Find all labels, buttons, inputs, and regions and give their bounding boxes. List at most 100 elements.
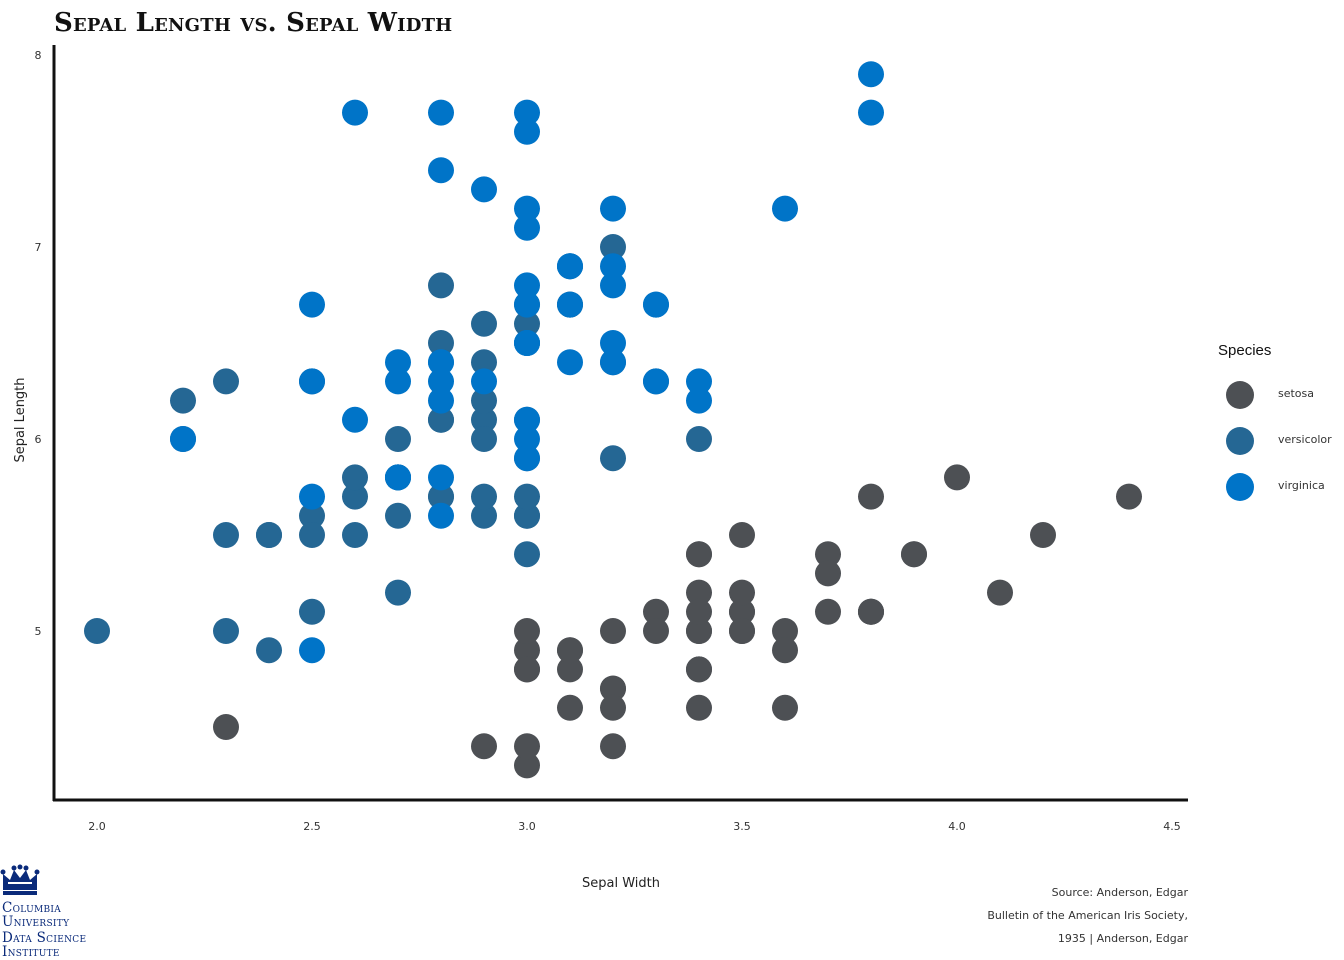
data-point <box>471 368 497 395</box>
data-point <box>643 291 669 318</box>
data-point <box>557 291 583 318</box>
data-point <box>471 426 497 452</box>
data-point <box>600 675 626 702</box>
data-point <box>256 637 282 664</box>
data-point <box>643 618 669 644</box>
x-tick-label: 4.0 <box>948 820 966 833</box>
data-point <box>600 272 626 299</box>
data-point <box>514 310 540 337</box>
data-point <box>471 502 497 529</box>
source-line-3: 1935 | Anderson, Edgar <box>1057 932 1188 945</box>
data-point <box>600 349 626 376</box>
data-point <box>557 637 583 664</box>
x-tick-label: 2.5 <box>303 820 321 833</box>
legend-item-setosa: setosa <box>1226 381 1344 409</box>
data-point <box>514 406 540 433</box>
legend-item-versicolor: versicolor <box>1226 427 1344 455</box>
data-point <box>428 272 454 299</box>
data-point <box>170 387 196 414</box>
data-point <box>557 694 583 721</box>
y-tick-label: 5 <box>35 625 42 638</box>
data-point <box>514 118 540 145</box>
data-point <box>514 483 540 510</box>
data-point <box>428 387 454 414</box>
data-points <box>84 61 1142 779</box>
series-versicolor <box>84 234 712 664</box>
data-point <box>514 214 540 241</box>
tick-labels: 2.0 2.5 3.0 3.5 4.0 4.5 5 6 7 8 <box>35 49 1181 833</box>
data-point <box>385 368 411 395</box>
data-point <box>815 560 841 587</box>
data-point <box>858 99 884 126</box>
logo-line-3: Data Science <box>2 930 87 946</box>
x-tick-label: 4.5 <box>1163 820 1181 833</box>
data-point <box>600 330 626 356</box>
data-point <box>514 291 540 318</box>
y-tick-label: 8 <box>35 49 42 62</box>
data-point <box>213 714 239 740</box>
data-point <box>514 541 540 568</box>
series-virginica <box>170 61 884 664</box>
data-point <box>342 406 368 433</box>
data-point <box>471 310 497 337</box>
data-point <box>600 618 626 644</box>
data-point <box>213 368 239 395</box>
legend-label: setosa <box>1278 387 1315 400</box>
data-point <box>772 618 798 644</box>
data-point <box>514 426 540 452</box>
data-point <box>643 368 669 395</box>
data-point <box>342 483 368 510</box>
data-point <box>686 598 712 625</box>
data-point <box>729 598 755 625</box>
data-point <box>514 637 540 664</box>
y-tick-label: 7 <box>35 241 42 254</box>
data-point <box>772 195 798 222</box>
data-point <box>600 694 626 721</box>
data-point <box>170 426 196 452</box>
data-point <box>385 464 411 491</box>
source-line-1: Source: Anderson, Edgar <box>1051 886 1188 899</box>
data-point <box>514 733 540 760</box>
legend-swatch <box>1226 473 1254 501</box>
data-point <box>428 464 454 491</box>
data-point <box>1030 522 1056 548</box>
logo-line-2: University <box>2 914 70 930</box>
data-point <box>299 502 325 529</box>
data-point <box>514 99 540 126</box>
data-point <box>1116 483 1142 510</box>
data-point <box>428 406 454 433</box>
legend-item-virginica: virginica <box>1226 473 1344 501</box>
x-axis-label: Sepal Width <box>582 876 660 891</box>
data-point <box>428 368 454 395</box>
data-point <box>385 349 411 376</box>
series-setosa <box>213 464 1142 779</box>
data-point <box>858 61 884 88</box>
data-point <box>772 694 798 721</box>
x-tick-label: 3.0 <box>518 820 536 833</box>
data-point <box>600 733 626 760</box>
data-point <box>514 752 540 779</box>
data-point <box>471 483 497 510</box>
data-point <box>772 637 798 664</box>
columbia-logo: Columbia University Data Science Institu… <box>0 864 110 960</box>
data-point <box>514 330 540 356</box>
data-point <box>858 483 884 510</box>
data-point <box>557 349 583 376</box>
legend-swatch <box>1226 427 1254 455</box>
data-point <box>600 234 626 260</box>
data-point <box>299 637 325 664</box>
data-point <box>686 618 712 644</box>
data-point <box>987 579 1013 606</box>
data-point <box>428 483 454 510</box>
legend-swatch <box>1226 381 1254 409</box>
legend-label: virginica <box>1278 479 1325 492</box>
data-point <box>428 157 454 184</box>
data-point <box>858 598 884 625</box>
y-axis-label: Sepal Length <box>13 377 28 462</box>
data-point <box>471 176 497 203</box>
data-point <box>514 656 540 683</box>
data-point <box>299 598 325 625</box>
data-point <box>686 387 712 414</box>
data-point <box>471 349 497 376</box>
data-point <box>514 502 540 529</box>
